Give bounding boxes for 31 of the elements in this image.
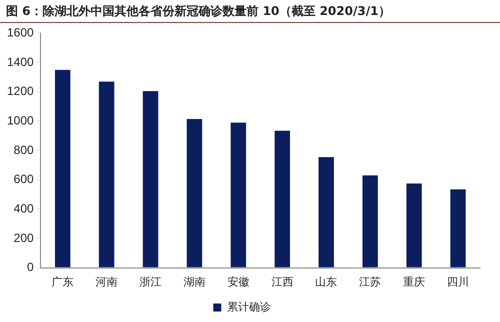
y-tick-label: 200: [14, 230, 34, 245]
bar: [142, 91, 158, 268]
x-tick-label: 四川: [447, 275, 470, 288]
x-tick-label: 湖南: [183, 275, 206, 288]
x-tick-label: 山东: [315, 275, 338, 288]
y-tick-label: 0: [27, 260, 34, 274]
legend-label: 累计确诊: [226, 300, 271, 314]
x-tick-label: 河南: [96, 275, 118, 288]
x-tick-label: 浙江: [140, 275, 162, 288]
bar: [318, 157, 334, 268]
bar: [406, 183, 422, 268]
y-tick-label: 600: [14, 172, 34, 186]
bar: [98, 82, 114, 268]
x-tick-label: 江西: [271, 275, 294, 288]
bar: [186, 118, 202, 268]
bar: [54, 70, 70, 268]
x-tick-label: 重庆: [403, 275, 426, 288]
bar: [230, 122, 246, 268]
bar: [274, 130, 290, 268]
bar: [362, 175, 378, 268]
x-tick-label: 安徽: [227, 275, 250, 288]
x-tick-label: 广东: [52, 275, 74, 288]
y-tick-label: 1200: [6, 84, 34, 98]
y-tick-label: 1600: [6, 26, 34, 40]
bar: [450, 189, 466, 268]
x-tick-label: 江苏: [359, 275, 382, 288]
y-tick-label: 400: [14, 201, 34, 216]
y-tick-label: 1400: [6, 54, 34, 69]
chart-title: 图 6：除湖北外中国其他各省份新冠确诊数量前 10（截至 2020/3/1）: [0, 0, 500, 23]
y-tick-label: 1000: [6, 113, 34, 128]
y-tick-label: 800: [14, 142, 34, 157]
